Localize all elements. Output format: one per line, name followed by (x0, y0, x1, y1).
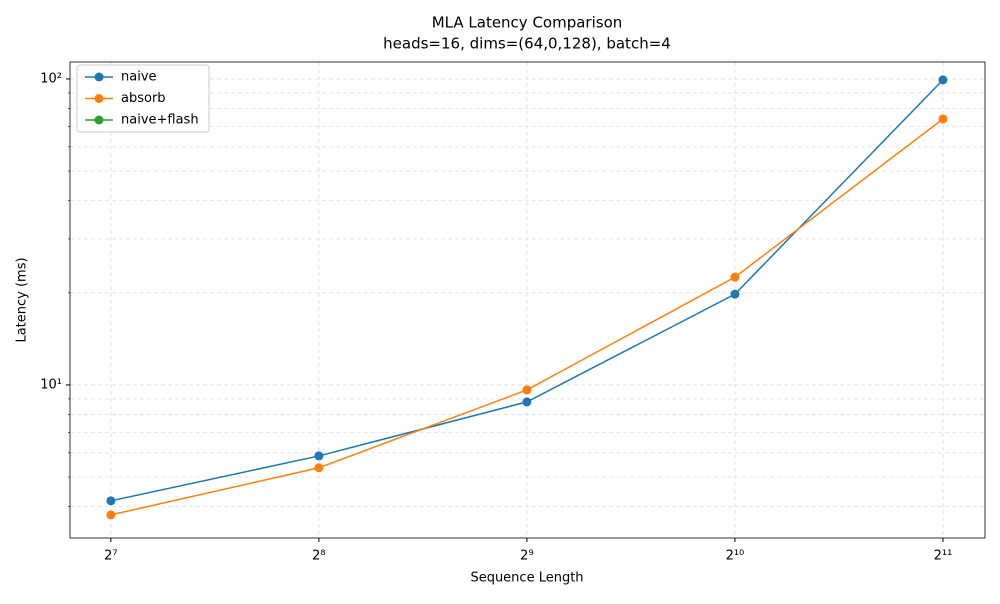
chart-title: MLA Latency Comparison (432, 14, 623, 32)
chart-subtitle: heads=16, dims=(64,0,128), batch=4 (383, 35, 671, 53)
data-point (314, 463, 324, 473)
y-tick-label: 10² (40, 71, 62, 86)
data-point (938, 114, 948, 124)
data-point (106, 496, 116, 506)
x-tick-label: 2¹¹ (934, 549, 953, 564)
legend-box (76, 64, 210, 133)
legend-label: absorb (121, 91, 166, 106)
legend-label: naive+flash (121, 113, 199, 128)
data-point (938, 75, 948, 85)
data-point (522, 385, 532, 395)
x-tick-label: 2⁹ (520, 549, 533, 564)
x-tick-label: 2¹⁰ (726, 549, 745, 564)
series-line (110, 79, 944, 502)
data-point (522, 397, 532, 407)
y-axis-label: Latency (ms) (15, 257, 30, 342)
data-point (730, 272, 740, 282)
data-point (106, 510, 116, 520)
plot-frame (69, 61, 986, 539)
legend-marker (94, 115, 104, 125)
legend-marker (94, 72, 104, 82)
x-tick-label: 2⁷ (104, 549, 117, 564)
legend-label: naive (121, 70, 157, 85)
legend-marker (94, 94, 104, 103)
x-tick-label: 2⁸ (312, 549, 325, 564)
data-point (314, 451, 324, 461)
y-tick-label: 10¹ (40, 377, 62, 392)
x-axis-label: Sequence Length (470, 571, 583, 586)
data-point (730, 289, 740, 299)
